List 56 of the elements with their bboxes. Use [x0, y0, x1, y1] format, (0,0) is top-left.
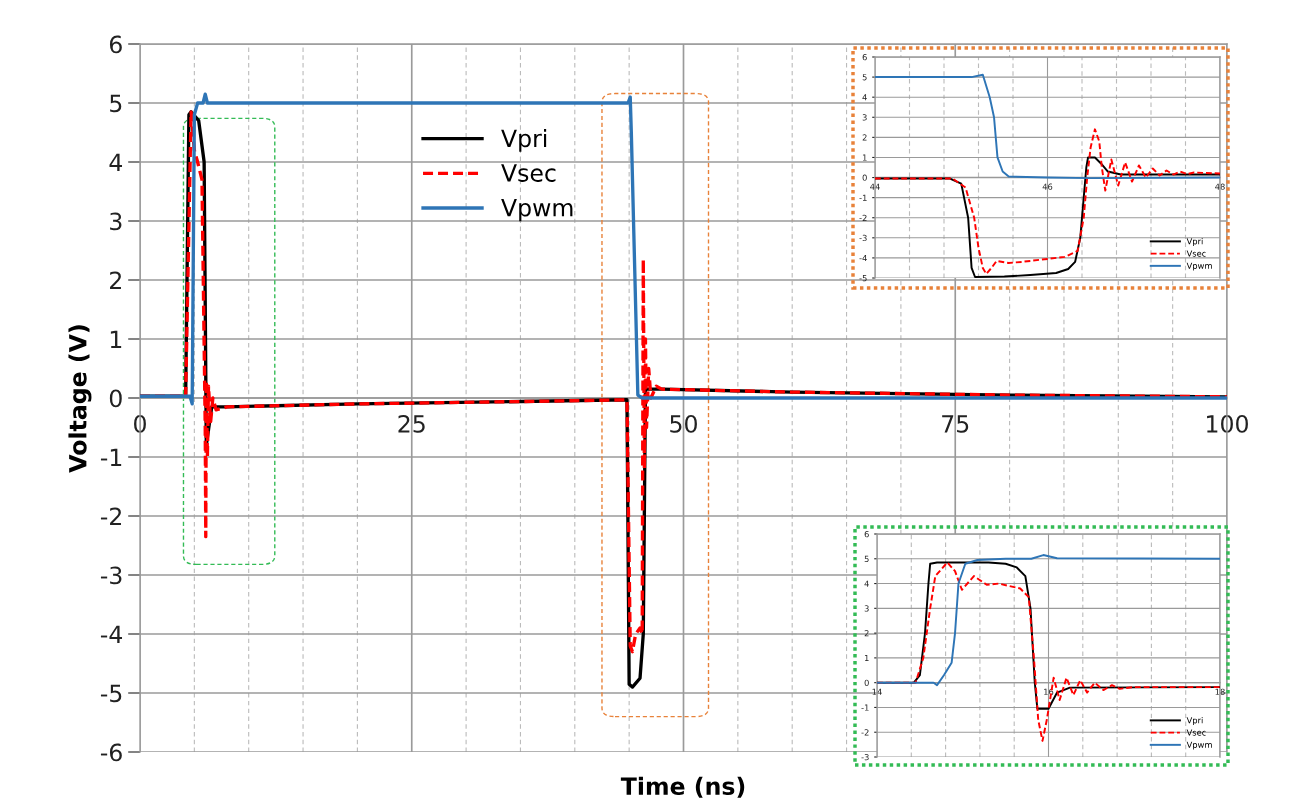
y-tick-label: 4: [862, 94, 867, 101]
y-tick-label: 4: [109, 153, 123, 171]
y-tick-label: 1: [862, 154, 867, 161]
y-tick-label: 3: [862, 114, 867, 121]
y-tick-label: -4: [100, 625, 123, 643]
y-tick-label: -1: [859, 194, 867, 201]
y-tick-label: -1: [861, 704, 869, 711]
x-tick-label: 14: [872, 688, 882, 695]
y-tick-label: 3: [864, 605, 869, 612]
legend-label: Vpwm: [1186, 741, 1212, 750]
y-tick-label: 2: [862, 134, 867, 141]
legend-label: Vpwm: [1186, 262, 1212, 271]
y-tick-label: 6: [862, 53, 867, 61]
legend-label: Vpwm: [501, 199, 573, 222]
y-tick-label: -2: [859, 214, 867, 221]
y-tick-label: -2: [861, 729, 869, 736]
y-tick-label: 2: [110, 271, 121, 289]
y-tick-label: -3: [859, 234, 867, 242]
y-tick-label: 4: [864, 580, 869, 587]
x-tick-label: 100: [1207, 414, 1248, 433]
x-tick-label: 44: [870, 183, 880, 190]
x-tick-label: 48: [1215, 183, 1225, 190]
y-tick-label: -2: [100, 507, 121, 525]
x-tick-label: 18: [1215, 688, 1225, 695]
legend-label: Vsec: [501, 164, 556, 182]
y-axis-title: Voltage (V): [68, 325, 92, 473]
y-tick-label: -5: [859, 275, 867, 282]
y-tick-label: -3: [100, 566, 122, 585]
legend-label: Vsec: [1186, 729, 1206, 736]
legend-label: Vsec: [1186, 250, 1206, 257]
y-tick-label: 5: [110, 94, 122, 113]
y-tick-label: 0: [862, 174, 867, 181]
y-tick-label: 3: [110, 212, 122, 231]
x-tick-label: 50: [670, 414, 697, 433]
y-tick-label: -4: [859, 255, 867, 262]
x-tick-label: 25: [398, 414, 425, 433]
x-tick-label: 75: [942, 415, 969, 433]
legend-label: Vpri: [501, 128, 547, 152]
y-tick-label: -5: [100, 684, 122, 703]
x-tick-label: 0: [134, 414, 146, 433]
legend-label: Vpri: [1186, 716, 1203, 726]
y-tick-label: 6: [864, 530, 869, 538]
y-tick-label: 1: [864, 654, 869, 662]
y-tick-label: 6: [109, 35, 122, 54]
y-tick-label: -6: [100, 743, 122, 762]
x-tick-label: 46: [1042, 183, 1053, 190]
y-tick-label: 1: [110, 330, 122, 348]
y-tick-label: 5: [864, 555, 869, 563]
y-tick-label: -1: [100, 448, 122, 466]
legend-label: Vpri: [1186, 237, 1203, 247]
y-tick-label: 5: [862, 74, 867, 81]
y-tick-label: 0: [864, 679, 869, 686]
y-tick-label: -3: [861, 753, 869, 761]
y-tick-label: 0: [109, 389, 122, 408]
y-tick-label: 2: [864, 630, 869, 637]
x-axis-title: Time (ns): [620, 776, 745, 798]
